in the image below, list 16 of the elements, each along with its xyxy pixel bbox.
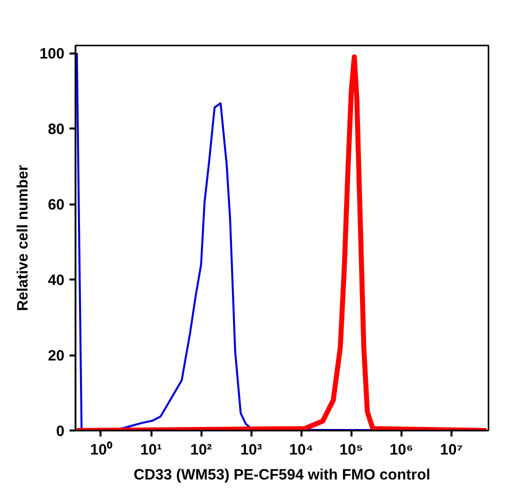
x-tick-label: 10⁶ (390, 442, 414, 458)
x-tick-label: 10³ (240, 442, 262, 458)
x-tick-label: 10¹ (140, 442, 162, 458)
y-tick-label: 0 (56, 423, 64, 440)
y-tick-label: 80 (48, 121, 65, 138)
x-axis-title: CD33 (WM53) PE-CF594 with FMO control (134, 466, 430, 484)
y-tick-label: 40 (48, 272, 65, 290)
x-tick-label: 10⁵ (339, 442, 364, 458)
x-tick-label: 10⁷ (440, 442, 463, 458)
y-tick-label: 60 (48, 196, 65, 214)
y-axis-title: Relative cell number (14, 164, 32, 311)
x-tick-label: 10² (190, 442, 212, 458)
x-tick-label: 10⁴ (289, 442, 314, 458)
y-tick-label: 20 (48, 348, 65, 365)
y-tick-label: 100 (39, 46, 65, 63)
x-tick-label: 10⁰ (90, 440, 113, 458)
